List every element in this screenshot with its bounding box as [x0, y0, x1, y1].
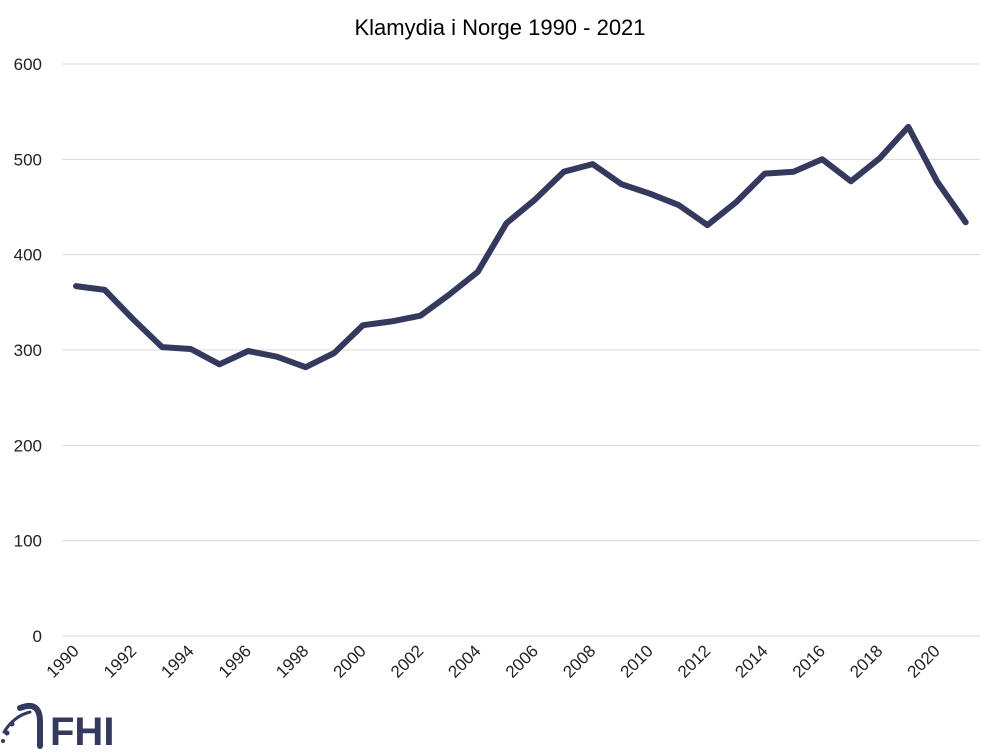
x-tick-label: 2020: [904, 641, 944, 681]
data-point-1996: [245, 348, 251, 354]
data-point-2020: [934, 178, 940, 184]
y-tick-label: 0: [33, 627, 42, 646]
y-tick-label: 400: [14, 246, 42, 265]
series-layer: [73, 123, 969, 371]
data-point-2005: [504, 220, 510, 226]
x-tick-label: 2000: [330, 641, 370, 681]
data-point-2010: [647, 191, 653, 197]
data-point-2006: [532, 196, 538, 202]
data-point-2015: [791, 169, 797, 175]
chart-title: Klamydia i Norge 1990 - 2021: [354, 15, 645, 40]
data-point-1997: [274, 354, 280, 360]
data-point-1998: [303, 364, 309, 370]
x-tick-label: 2004: [444, 641, 484, 681]
data-point-2009: [618, 181, 624, 187]
x-tick-label: 2016: [789, 641, 829, 681]
x-tick-label: 1998: [272, 641, 312, 681]
x-tick-label: 2006: [502, 641, 542, 681]
fhi-logo-icon: [1, 702, 43, 749]
y-tick-label: 500: [14, 150, 42, 169]
x-axis-ticks: 1990 1992 1994 1996 1998 2000 2002 2004 2006 2008…: [43, 641, 944, 681]
data-point-2002: [417, 313, 423, 319]
y-tick-label: 100: [14, 532, 42, 551]
y-axis-ticks: 0 100 200 300 400 500 600: [14, 55, 42, 646]
x-tick-label: 2018: [846, 641, 886, 681]
data-point-2000: [360, 322, 366, 328]
fhi-logo-text: FHI: [50, 710, 114, 753]
x-tick-label: 2012: [674, 641, 714, 681]
data-point-2003: [446, 292, 452, 298]
x-tick-label: 2010: [617, 641, 657, 681]
y-tick-label: 600: [14, 55, 42, 74]
data-point-2019: [905, 124, 911, 130]
data-point-2014: [762, 171, 768, 177]
x-tick-label: 1996: [215, 641, 255, 681]
x-tick-label: 1994: [157, 641, 197, 681]
data-point-2016: [819, 156, 825, 162]
data-point-2012: [704, 222, 710, 228]
data-point-1999: [331, 350, 337, 356]
x-tick-label: 2014: [731, 641, 771, 681]
data-point-1991: [102, 287, 108, 293]
x-tick-label: 1992: [100, 641, 140, 681]
data-point-2008: [590, 161, 596, 167]
x-tick-label: 1990: [43, 641, 83, 681]
series-line-0: [73, 123, 969, 371]
gridlines: [62, 63, 980, 637]
data-point-2017: [848, 178, 854, 184]
data-point-2011: [676, 202, 682, 208]
data-point-2001: [389, 318, 395, 324]
data-point-2007: [561, 169, 567, 175]
data-point-1992: [130, 317, 136, 323]
y-tick-label: 300: [14, 341, 42, 360]
x-tick-label: 2002: [387, 641, 427, 681]
y-tick-label: 200: [14, 436, 42, 455]
data-point-2013: [733, 199, 739, 205]
fhi-logo: FHI: [1, 702, 114, 753]
data-point-1993: [159, 344, 165, 350]
data-point-1990: [73, 283, 79, 289]
data-point-1994: [188, 346, 194, 352]
data-point-1995: [217, 361, 223, 367]
data-point-2021: [963, 219, 969, 225]
x-tick-label: 2008: [559, 641, 599, 681]
data-point-2004: [475, 269, 481, 275]
data-point-2018: [877, 155, 883, 161]
